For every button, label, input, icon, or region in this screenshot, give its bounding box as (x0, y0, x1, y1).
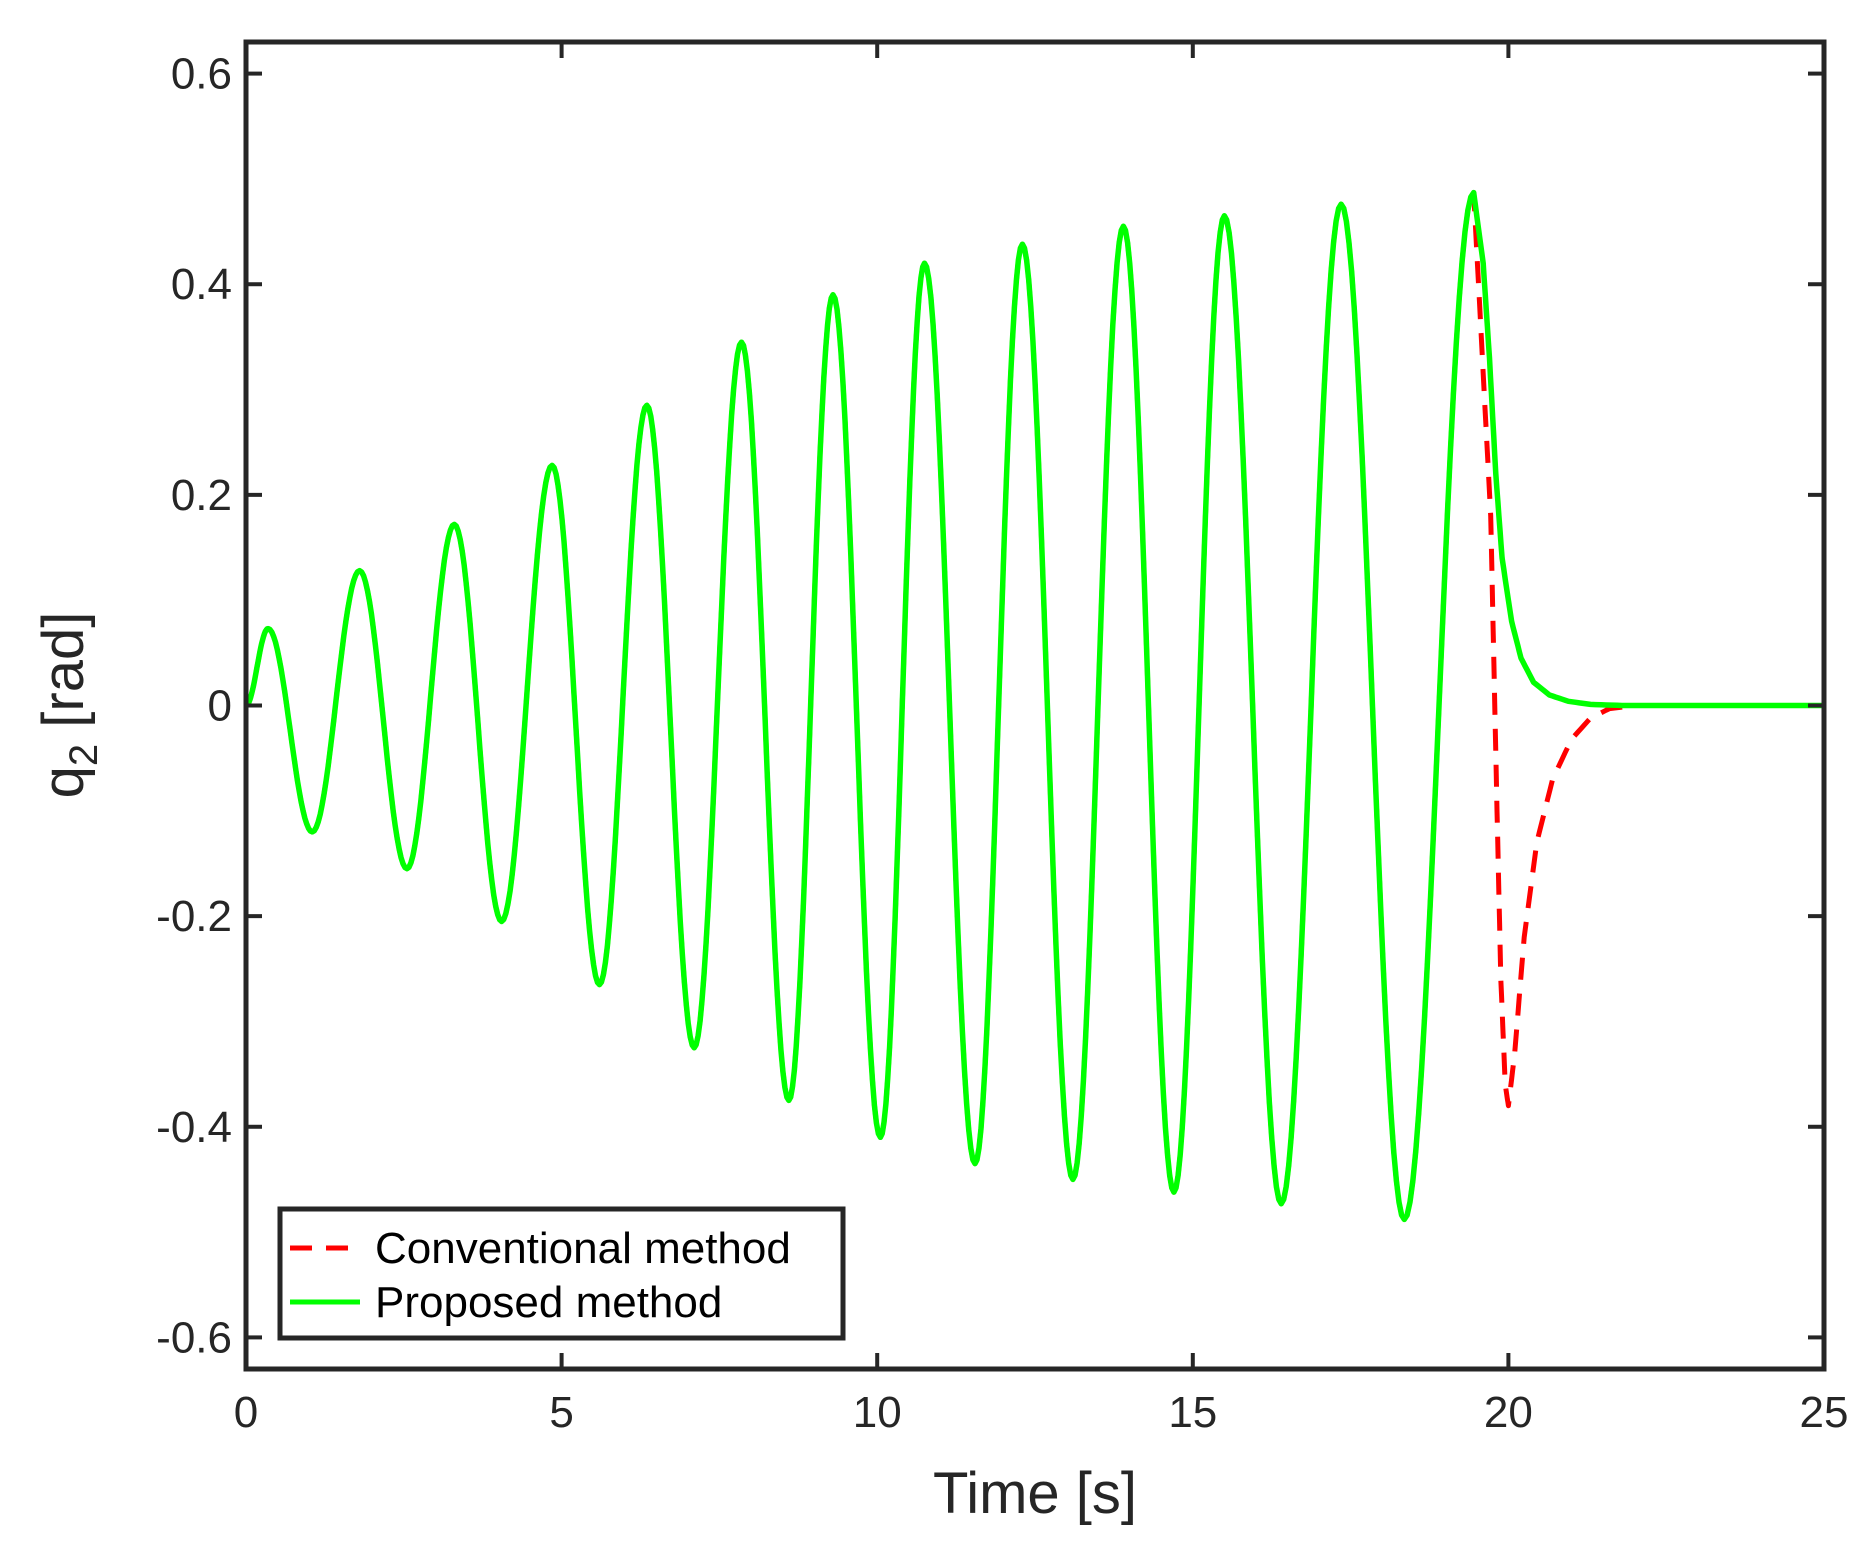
x-tick-label: 20 (1484, 1388, 1533, 1437)
y-tick-label: -0.6 (156, 1313, 232, 1362)
legend-label-conventional: Conventional method (375, 1224, 791, 1273)
legend-label-proposed: Proposed method (375, 1278, 722, 1327)
y-axis-title: q2 [rad] (31, 612, 106, 799)
ticks-layer: 0 5 10 15 20 25 -0.6 -0.4 -0.2 0 0.2 0.4 0.6 (156, 42, 1848, 1437)
axes-box (243, 39, 1827, 1372)
y-axis-title-unit: [rad] (31, 612, 96, 744)
y-axis-title-symbol: q (31, 766, 96, 798)
y-tick-label: 0.2 (171, 471, 232, 520)
legend-box (277, 1206, 846, 1341)
x-axis-title: Time [s] (933, 1461, 1137, 1526)
x-tick-label: 15 (1168, 1388, 1217, 1437)
y-tick-label: 0.6 (171, 50, 232, 99)
x-tick-label: 0 (234, 1388, 258, 1437)
plot-area (246, 42, 1824, 1369)
y-tick-label: -0.4 (156, 1103, 232, 1152)
x-tick-label: 5 (549, 1388, 573, 1437)
x-tick-label: 10 (853, 1388, 902, 1437)
y-tick-label: 0.4 (171, 260, 232, 309)
series-line-proposed (244, 189, 1824, 1223)
y-tick-label: 0 (208, 682, 232, 731)
legend: Conventional method Proposed method (277, 1206, 846, 1341)
y-axis-title-subscript: 2 (62, 744, 106, 766)
series-layer (244, 189, 1824, 1223)
y-tick-label: -0.2 (156, 892, 232, 941)
x-tick-label: 25 (1800, 1388, 1849, 1437)
